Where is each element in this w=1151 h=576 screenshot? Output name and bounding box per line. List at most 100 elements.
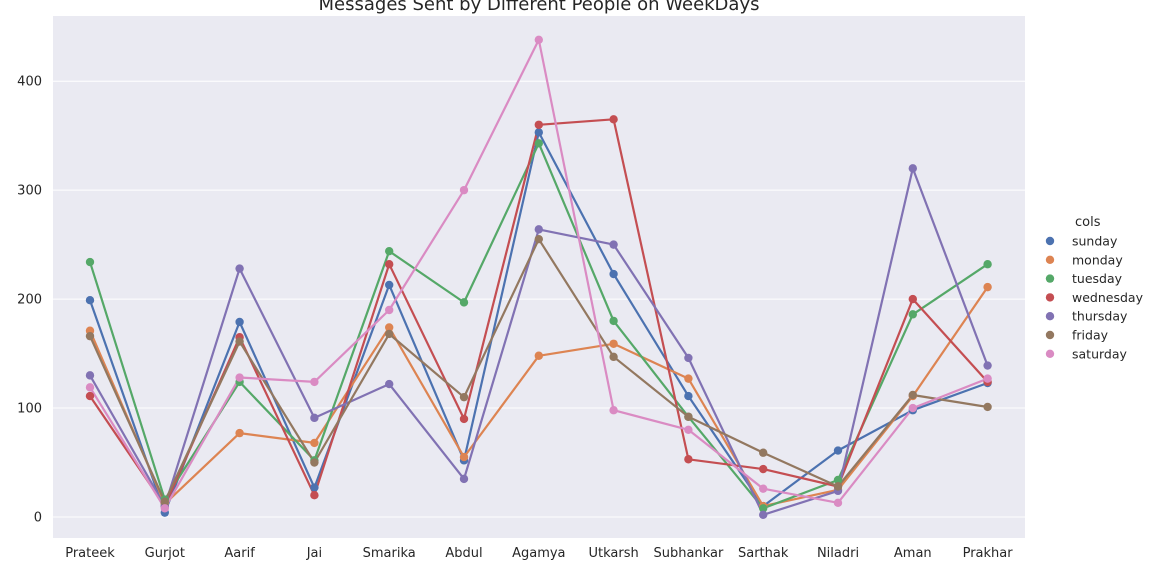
legend-marker-tuesday [1045, 274, 1055, 283]
point-tuesday [534, 139, 543, 148]
x-tick-label: Agamya [512, 546, 565, 561]
point-saturday [385, 305, 394, 315]
point-thursday [759, 510, 768, 520]
x-tick-label: Jai [306, 546, 322, 561]
point-friday [385, 329, 394, 339]
point-sunday [609, 269, 618, 279]
x-tick-label: Aarif [224, 546, 255, 561]
point-friday [908, 390, 917, 400]
point-tuesday [833, 475, 843, 485]
y-tick-label: 400 [17, 75, 42, 90]
point-saturday [310, 377, 319, 387]
point-tuesday [459, 298, 469, 307]
y-tick-label: 100 [17, 402, 42, 417]
point-friday [235, 337, 244, 346]
x-tick-label: Gurjot [145, 546, 185, 561]
point-monday [684, 374, 693, 383]
point-monday [983, 282, 992, 292]
point-friday [983, 402, 992, 412]
point-tuesday [385, 246, 394, 256]
x-tick-label: Prakhar [963, 546, 1014, 561]
y-tick-label: 300 [17, 184, 42, 199]
point-wednesday [459, 414, 469, 424]
point-sunday [534, 128, 543, 137]
point-saturday [160, 504, 169, 513]
legend-marker-thursday [1045, 312, 1055, 321]
point-saturday [759, 484, 768, 493]
point-friday [459, 392, 469, 402]
x-tick-label: Aman [894, 546, 932, 561]
point-thursday [908, 164, 917, 173]
point-saturday [983, 374, 992, 383]
point-saturday [833, 498, 843, 508]
point-saturday [534, 35, 543, 44]
point-monday [459, 452, 469, 462]
point-friday [684, 412, 693, 421]
point-thursday [534, 225, 543, 234]
point-tuesday [85, 257, 95, 267]
point-sunday [235, 317, 244, 327]
point-wednesday [684, 455, 693, 464]
y-tick-label: 200 [17, 293, 42, 308]
legend-marker-friday [1045, 330, 1055, 340]
x-tick-label: Utkarsh [588, 546, 638, 561]
point-sunday [310, 483, 319, 492]
point-saturday [908, 403, 917, 413]
legend-label-sunday: sunday [1072, 234, 1118, 249]
point-friday [609, 352, 618, 362]
x-tick-label: Prateek [65, 546, 115, 561]
y-tick-labels: 0 100 200 300 400 [17, 75, 42, 526]
point-wednesday [609, 115, 618, 124]
point-friday [160, 497, 169, 506]
point-friday [534, 234, 543, 244]
point-sunday [684, 391, 693, 401]
point-monday [534, 351, 543, 360]
point-sunday [833, 446, 843, 455]
point-wednesday [759, 464, 768, 474]
point-saturday [85, 383, 95, 392]
point-monday [385, 323, 394, 332]
series-points [85, 35, 992, 520]
point-wednesday [908, 294, 917, 304]
legend-label-wednesday: wednesday [1072, 290, 1144, 305]
point-tuesday [908, 310, 917, 319]
point-thursday [385, 379, 394, 389]
x-tick-label: Niladri [817, 546, 859, 561]
point-thursday [983, 361, 992, 370]
point-thursday [459, 474, 469, 484]
legend-title: cols [1075, 215, 1101, 230]
legend-marker-monday [1045, 255, 1055, 264]
legend: cols sunday monday tuesday wednesday thursda… [1045, 215, 1144, 361]
legend-label-monday: monday [1072, 252, 1123, 267]
point-thursday [85, 371, 95, 380]
point-sunday [385, 280, 394, 290]
legend-label-saturday: saturday [1072, 346, 1128, 361]
point-thursday [310, 413, 319, 423]
point-wednesday [385, 260, 394, 269]
point-friday [759, 448, 768, 457]
point-monday [609, 339, 618, 348]
x-tick-label: Smarika [363, 546, 416, 561]
point-tuesday [609, 316, 618, 326]
point-monday [235, 428, 244, 438]
legend-marker-wednesday [1045, 293, 1055, 302]
point-friday [85, 331, 95, 341]
point-saturday [684, 425, 693, 435]
point-monday [310, 438, 319, 448]
point-sunday [85, 295, 95, 305]
point-saturday [459, 185, 469, 195]
y-tick-label: 0 [34, 511, 42, 526]
point-thursday [684, 353, 693, 363]
x-tick-label: Sarthak [738, 546, 789, 561]
legend-marker-saturday [1045, 349, 1055, 358]
point-saturday [609, 406, 618, 415]
point-wednesday [534, 120, 543, 129]
x-tick-labels: Prateek Gurjot Aarif Jai Smarika Abdul Agamya U… [65, 546, 1013, 561]
legend-marker-sunday [1045, 236, 1055, 246]
gridlines [53, 80, 1025, 518]
legend-label-tuesday: tuesday [1072, 271, 1123, 286]
legend-label-thursday: thursday [1072, 309, 1128, 324]
point-friday [310, 458, 319, 467]
legend-label-friday: friday [1072, 328, 1109, 343]
point-thursday [235, 264, 244, 273]
